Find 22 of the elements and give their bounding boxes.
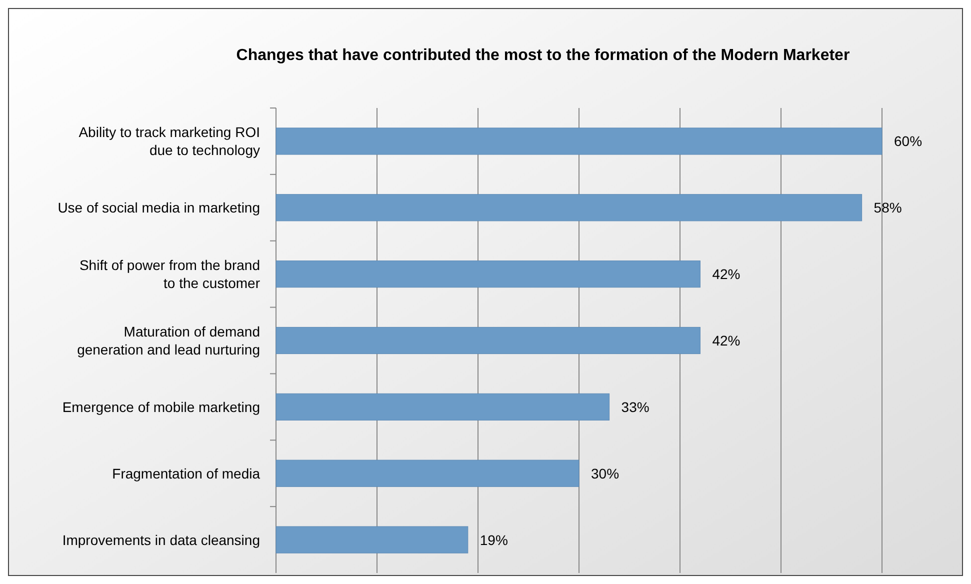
- y-tick-label: Ability to track marketing ROI due to technology: [78, 124, 260, 158]
- y-tick-label: Fragmentation of media: [112, 465, 260, 482]
- bar: [276, 460, 580, 487]
- data-label: 42%: [712, 332, 740, 348]
- y-tick-label: Emergence of mobile marketing: [62, 398, 260, 415]
- bar: [276, 326, 700, 354]
- bar: [276, 260, 700, 288]
- data-label: 30%: [591, 465, 620, 482]
- bar: [276, 128, 882, 155]
- y-tick-label: Improvements in data cleansing: [62, 532, 260, 548]
- bar: [276, 393, 610, 420]
- data-label: 19%: [480, 532, 508, 548]
- y-tick-label: Shift of power from the brand to the customer: [79, 257, 260, 292]
- y-tick-label: Maturation of demand generation and lead nurturing: [77, 324, 260, 358]
- bar: [276, 194, 862, 222]
- data-label: 60%: [894, 133, 922, 150]
- bar: [276, 526, 468, 554]
- y-tick-label: Use of social media in marketing: [58, 200, 260, 216]
- chart-title: Changes that have contributed the most to the formation of the Modern Marketer: [236, 47, 850, 64]
- data-label: 42%: [712, 266, 740, 282]
- data-label: 33%: [621, 398, 650, 415]
- data-label: 58%: [874, 200, 902, 216]
